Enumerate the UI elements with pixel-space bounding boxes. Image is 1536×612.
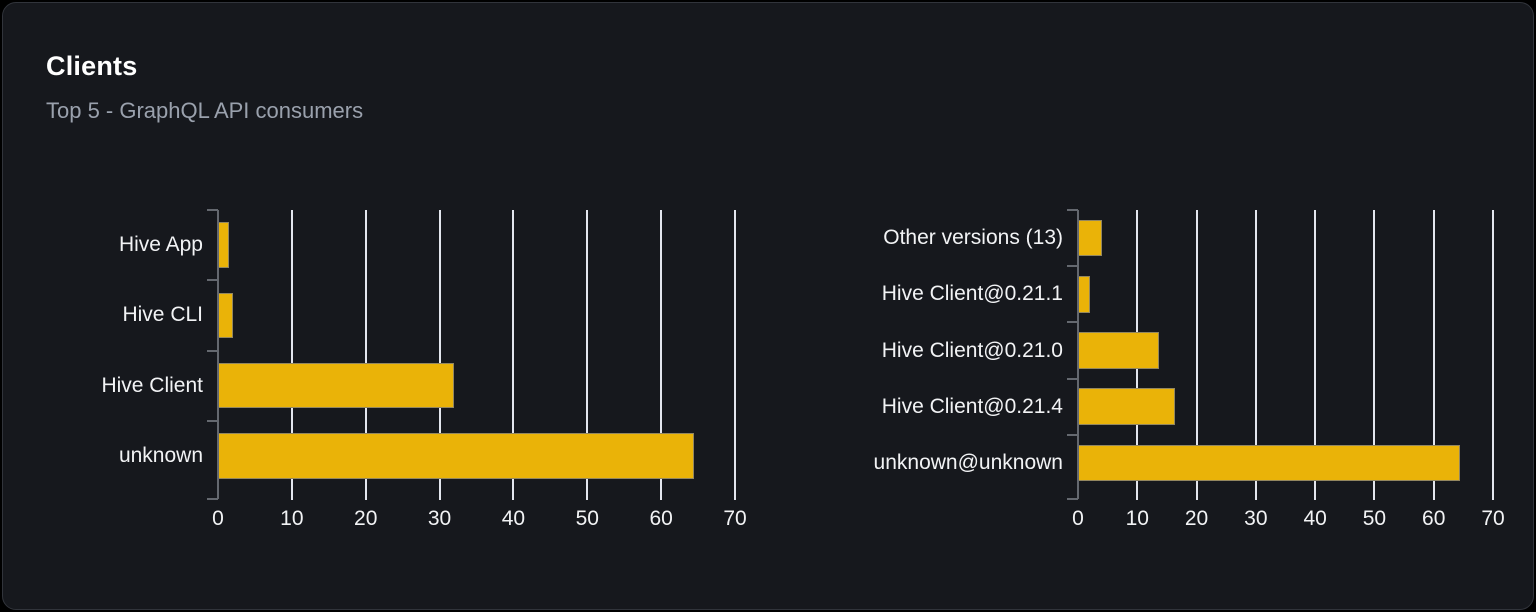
x-tick-label: 60 [1422,507,1446,530]
y-axis-tick [207,419,218,422]
gridline [734,210,736,500]
category-label: Hive Client [101,373,203,397]
x-tick-label: 40 [501,507,526,530]
category-label: Hive App [118,233,203,257]
bar [218,222,230,268]
y-axis-tick [207,209,218,211]
gridline [1254,210,1257,500]
x-tick-label: 10 [1125,507,1149,530]
clients-by-version-chart: 0 10 20 30 40 50 60 70 Other versions (13) Hive C… [874,209,1505,530]
category-label: unknown [118,443,203,467]
category-label: Hive Client@0.21.4 [881,394,1063,418]
x-tick-label: 70 [723,507,747,530]
x-tick-label: 30 [1244,507,1268,530]
y-axis [1077,210,1079,499]
category-label: Other versions (13) [883,226,1063,250]
x-tick-label: 50 [575,507,599,530]
page-subtitle: Top 5 - GraphQL API consumers [46,98,364,123]
y-axis-tick [207,349,218,352]
category-label: Hive Client@0.21.0 [881,338,1063,362]
y-axis-tick [1067,265,1078,268]
x-tick-label: 0 [212,507,224,530]
y-axis-tick [1067,377,1078,380]
bar [1078,388,1176,425]
clients-by-name-chart: 0 10 20 30 40 50 60 70 Hive App Hive CLI Hive Clie… [101,209,747,530]
gridline [1492,210,1494,500]
x-tick-label: 40 [1303,507,1327,530]
x-tick-label: 20 [1184,507,1209,530]
x-tick-label: 10 [280,507,304,530]
bar [1078,444,1461,482]
y-axis-tick [207,498,218,500]
gridline [1314,210,1317,500]
gridline [512,210,515,500]
bar [1078,276,1090,313]
gridline [660,210,663,500]
x-tick-label: 0 [1072,507,1084,530]
bar [218,292,233,339]
x-tick-label: 60 [649,507,673,530]
y-axis-tick [1067,209,1078,211]
gridline [290,210,293,500]
bar [218,362,455,409]
gridline [438,210,441,500]
category-label: Hive Client@0.21.1 [881,282,1063,306]
x-tick-label: 50 [1362,507,1387,530]
y-axis-tick [207,279,218,282]
y-axis-tick [1067,433,1078,436]
y-axis-tick [1067,498,1078,500]
gridline [1432,210,1435,500]
bar [218,433,695,479]
gridline [1195,210,1198,500]
y-axis [217,210,219,499]
gridline [586,210,589,500]
category-label: unknown@unknown [873,450,1063,474]
gridline [1373,210,1376,500]
bar [1078,219,1102,257]
x-tick-label: 70 [1481,507,1505,530]
gridline [364,210,367,500]
y-axis-tick [1067,321,1078,324]
page-title: Clients [46,51,138,81]
x-tick-label: 30 [427,507,452,530]
bar [1078,332,1160,369]
x-tick-label: 20 [354,507,378,530]
category-label: Hive CLI [122,303,203,327]
